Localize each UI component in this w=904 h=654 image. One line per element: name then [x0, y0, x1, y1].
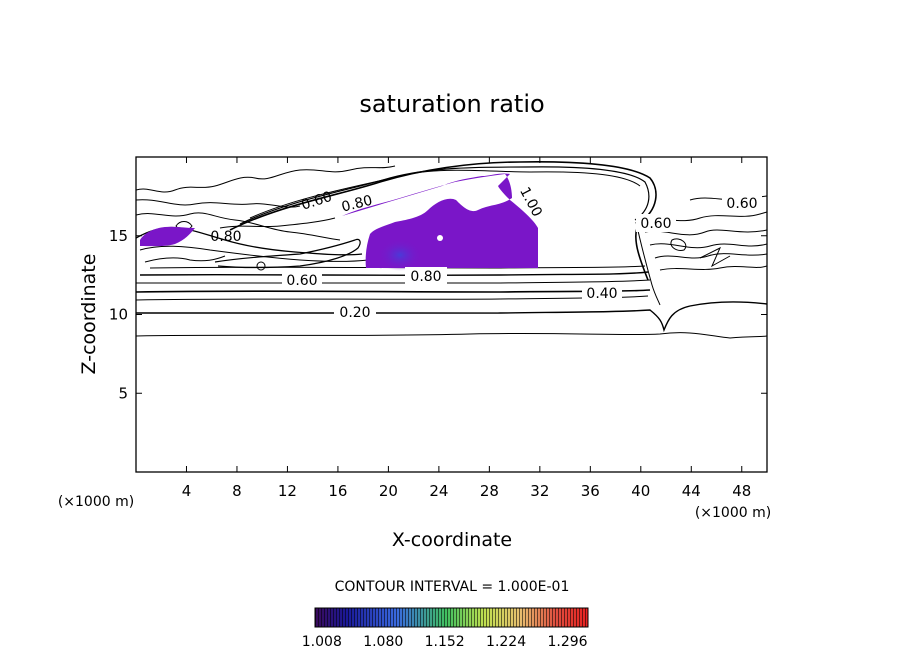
colorbar-tick-label: 1.008	[302, 634, 342, 650]
colorbar-tick-label: 1.296	[547, 634, 587, 650]
contour-label-060-c: 0.60	[640, 216, 671, 232]
contour-label-060-d: 0.60	[299, 189, 334, 214]
contour-label-080-c: 0.80	[210, 229, 241, 245]
contour-interval-text: CONTOUR INTERVAL = 1.000E-01	[335, 579, 570, 595]
y-tick-label: 5	[118, 384, 128, 402]
y-tick-label: 15	[109, 227, 128, 245]
x-tick-label: 40	[631, 482, 650, 500]
y-tick-label: 10	[109, 306, 128, 324]
shaded-regions	[140, 173, 538, 271]
x-tick-label: 24	[429, 482, 448, 500]
y-axis-ticks: 5 10 15	[109, 227, 767, 402]
colorbar-tick-label: 1.152	[425, 634, 465, 650]
contour-value-labels: 0.20 0.40 0.60 0.80 0.60 0.60 0.60 0.80 …	[210, 185, 762, 321]
x-axis-ticks: 4 8 12 16 20 24 28 32 36 40 44 48	[182, 157, 751, 500]
x-tick-label: 12	[278, 482, 297, 500]
x-axis-label: X-coordinate	[392, 529, 512, 551]
contour-lines	[136, 161, 767, 339]
colorbar-tick-labels: 1.008 1.080 1.152 1.224 1.296	[302, 634, 588, 650]
contour-label-080-a: 0.80	[410, 269, 441, 285]
x-tick-label: 8	[232, 482, 242, 500]
colorbar-tick-label: 1.224	[486, 634, 526, 650]
shaded-region-main	[342, 173, 538, 268]
contour-label-060-a: 0.60	[286, 273, 317, 289]
x-tick-label: 32	[530, 482, 549, 500]
x-tick-label: 20	[379, 482, 398, 500]
contour-label-060-b: 0.60	[726, 196, 757, 212]
contour-label-020: 0.20	[339, 305, 370, 321]
colorbar-tick-label: 1.080	[363, 634, 403, 650]
x-tick-label: 28	[480, 482, 499, 500]
y-axis-label: Z-coordinate	[78, 254, 100, 375]
x-tick-label: 44	[682, 482, 701, 500]
x-tick-label: 4	[182, 482, 192, 500]
z-unit-label: (×1000 m)	[58, 494, 134, 510]
x-tick-label: 48	[732, 482, 751, 500]
contour-label-040: 0.40	[586, 286, 617, 302]
x-tick-label: 16	[328, 482, 347, 500]
x-tick-label: 36	[581, 482, 600, 500]
colorbar	[314, 607, 589, 628]
contour-label-080-b: 0.80	[340, 193, 374, 216]
shaded-region-left	[140, 226, 195, 247]
x-unit-label: (×1000 m)	[695, 505, 771, 521]
chart-title: saturation ratio	[359, 90, 544, 118]
